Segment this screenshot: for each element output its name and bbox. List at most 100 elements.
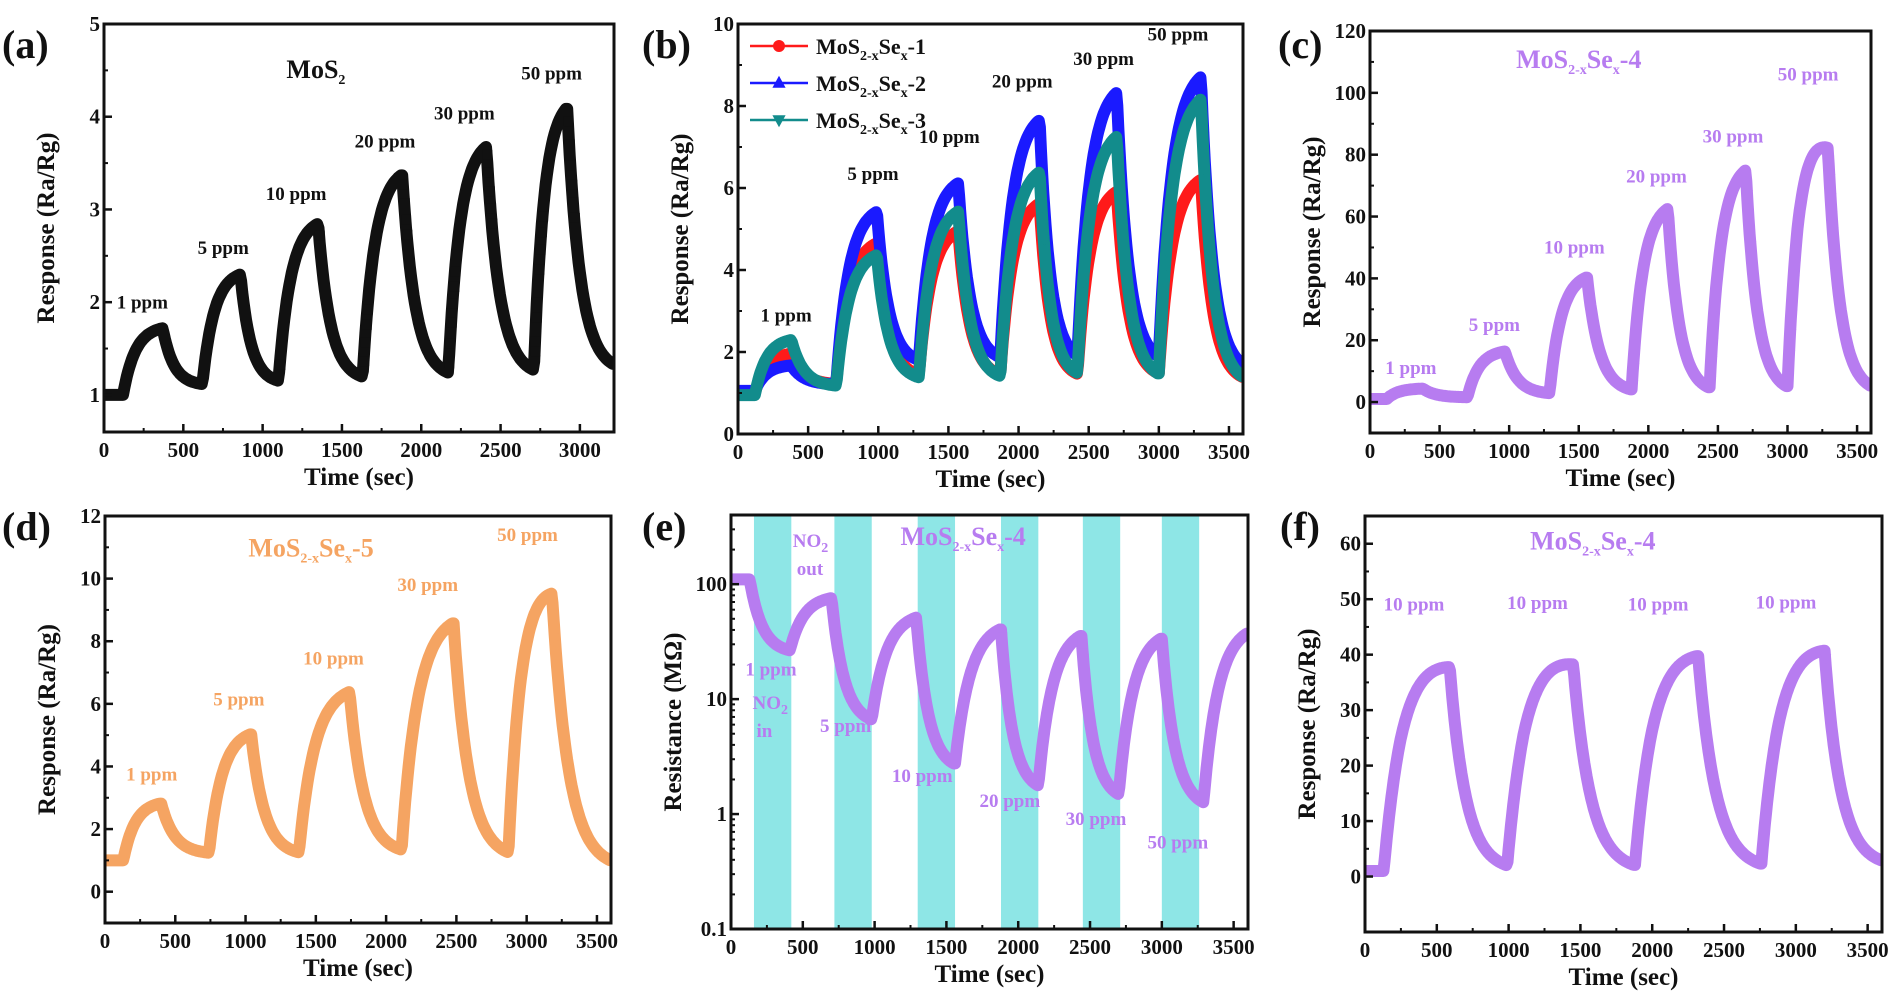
- data-point-marker: [1823, 149, 1835, 163]
- data-point-marker: [1705, 370, 1717, 384]
- gas-flow-label: out: [797, 559, 824, 580]
- x-tick-label: 2500: [480, 438, 522, 462]
- y-tick-label: 12: [80, 504, 101, 528]
- gas-flow-label: NO2: [793, 531, 829, 556]
- x-tick-label: 2000: [365, 929, 407, 953]
- series-markers: [997, 632, 1168, 664]
- x-tick-label: 2500: [1703, 938, 1745, 962]
- plot-area: [738, 71, 1243, 402]
- data-point-marker: [1114, 175, 1126, 186]
- x-tick-label: 2500: [1068, 440, 1110, 464]
- concentration-label: 50 ppm: [1147, 833, 1208, 854]
- data-point-marker: [1202, 220, 1214, 231]
- data-point-marker: [1078, 653, 1089, 664]
- y-tick-label: 60: [1340, 532, 1361, 556]
- x-tick-label: 1000: [225, 929, 267, 953]
- x-tick-label: 1500: [1558, 439, 1600, 463]
- panel-f: (f) 0 500 1000 1500 2000 2500 3000 3500 0 10 20 30 40…: [1280, 504, 1889, 991]
- y-tick-label: 20: [1345, 328, 1366, 352]
- data-point-marker: [1078, 278, 1090, 289]
- legend-marker: [772, 115, 786, 128]
- data-point-marker: [1117, 225, 1129, 236]
- series-markers: [275, 116, 580, 370]
- y-tick-label: 0: [1356, 390, 1367, 414]
- x-axis-title: Time (sec): [304, 464, 414, 491]
- concentration-label: 30 ppm: [434, 104, 495, 125]
- y-tick-label: 40: [1340, 643, 1361, 667]
- data-point-marker: [449, 642, 460, 654]
- plot-frame: [102, 22, 616, 434]
- x-tick-label: 1000: [242, 438, 284, 462]
- plot-area: [104, 102, 614, 401]
- legend: MoS2-xSex-1 MoS2-xSex-2 MoS2-xSex-3: [750, 34, 926, 138]
- data-point-marker: [450, 266, 461, 277]
- x-axis-title: Time (sec): [936, 466, 1046, 493]
- x-tick-label: 0: [726, 935, 737, 959]
- concentration-label: 20 ppm: [355, 131, 416, 152]
- y-tick-label: 10: [713, 12, 734, 36]
- data-point-marker: [482, 149, 493, 160]
- y-tick-label: 60: [1345, 205, 1366, 229]
- data-point-marker: [1156, 314, 1168, 325]
- data-point-marker: [534, 264, 545, 275]
- data-point-marker: [1820, 654, 1832, 665]
- x-tick-label: 500: [1421, 938, 1453, 962]
- data-point-marker: [996, 357, 1008, 368]
- data-point-marker: [531, 312, 542, 323]
- concentration-label: 50 ppm: [1778, 64, 1839, 85]
- data-point-marker: [1665, 234, 1677, 248]
- concentration-label: 5 ppm: [1469, 315, 1520, 336]
- concentration-label: 5 ppm: [213, 689, 264, 710]
- series-line-mos2-xsex-3: [738, 93, 1243, 402]
- data-point-marker: [1627, 374, 1639, 388]
- concentration-label: 10 ppm: [1507, 593, 1568, 614]
- x-tick-label: 0: [1360, 938, 1371, 962]
- y-tick-label: 4: [90, 105, 101, 129]
- concentration-label: 30 ppm: [1703, 126, 1764, 147]
- data-point-marker: [1707, 331, 1719, 345]
- x-tick-label: 1500: [927, 440, 969, 464]
- x-axis-title: Time (sec): [1566, 465, 1676, 492]
- data-point-marker: [509, 737, 520, 749]
- y-tick-label: 0: [724, 422, 735, 446]
- data-point-marker: [399, 198, 410, 209]
- plot-area: [1365, 644, 1882, 877]
- data-point-marker: [998, 324, 1010, 335]
- y-tick-label: 40: [1345, 266, 1366, 290]
- series-line-mos2-xsex-5: [105, 587, 611, 867]
- y-tick-label: 0.1: [701, 917, 727, 941]
- data-point-marker: [446, 317, 457, 328]
- x-tick-label: 3000: [1767, 439, 1809, 463]
- data-point-marker: [563, 116, 574, 127]
- y-tick-label: 100: [1335, 81, 1367, 105]
- data-point-marker: [530, 346, 541, 357]
- data-point-marker: [1035, 133, 1047, 144]
- x-tick-label: 1000: [854, 935, 896, 959]
- plot-frame: [103, 514, 613, 925]
- y-axis-title: Response (Ra/Rg): [1294, 629, 1321, 820]
- data-point-marker: [568, 197, 579, 208]
- concentration-label: 10 ppm: [1384, 594, 1445, 615]
- data-point-marker: [1036, 155, 1048, 166]
- y-tick-label: 80: [1345, 143, 1366, 167]
- data-point-marker: [533, 287, 544, 298]
- x-tick-label: 1000: [1488, 439, 1530, 463]
- data-point-marker: [447, 298, 458, 309]
- data-point-marker: [567, 179, 578, 190]
- data-point-marker: [1112, 155, 1124, 166]
- panel-b: (b) 0 500 1000 1500 2000 2500 3000 3500 0 2 4 6 8 10 Ti…: [642, 12, 1250, 493]
- y-tick-label: 120: [1335, 19, 1367, 43]
- concentration-label: 50 ppm: [521, 64, 582, 85]
- x-tick-label: 2500: [1069, 935, 1111, 959]
- data-point-marker: [1157, 295, 1169, 306]
- concentration-label: 5 ppm: [198, 238, 249, 259]
- data-point-marker: [1785, 322, 1797, 336]
- y-tick-label: 10: [1340, 809, 1361, 833]
- concentration-label: 10 ppm: [1544, 238, 1605, 259]
- data-point-marker: [398, 179, 409, 190]
- concentration-label: 30 ppm: [1066, 809, 1127, 830]
- panel-label: (f): [1280, 504, 1320, 549]
- data-point-marker: [1825, 187, 1837, 201]
- data-point-marker: [547, 606, 558, 618]
- x-tick-label: 2000: [400, 438, 442, 462]
